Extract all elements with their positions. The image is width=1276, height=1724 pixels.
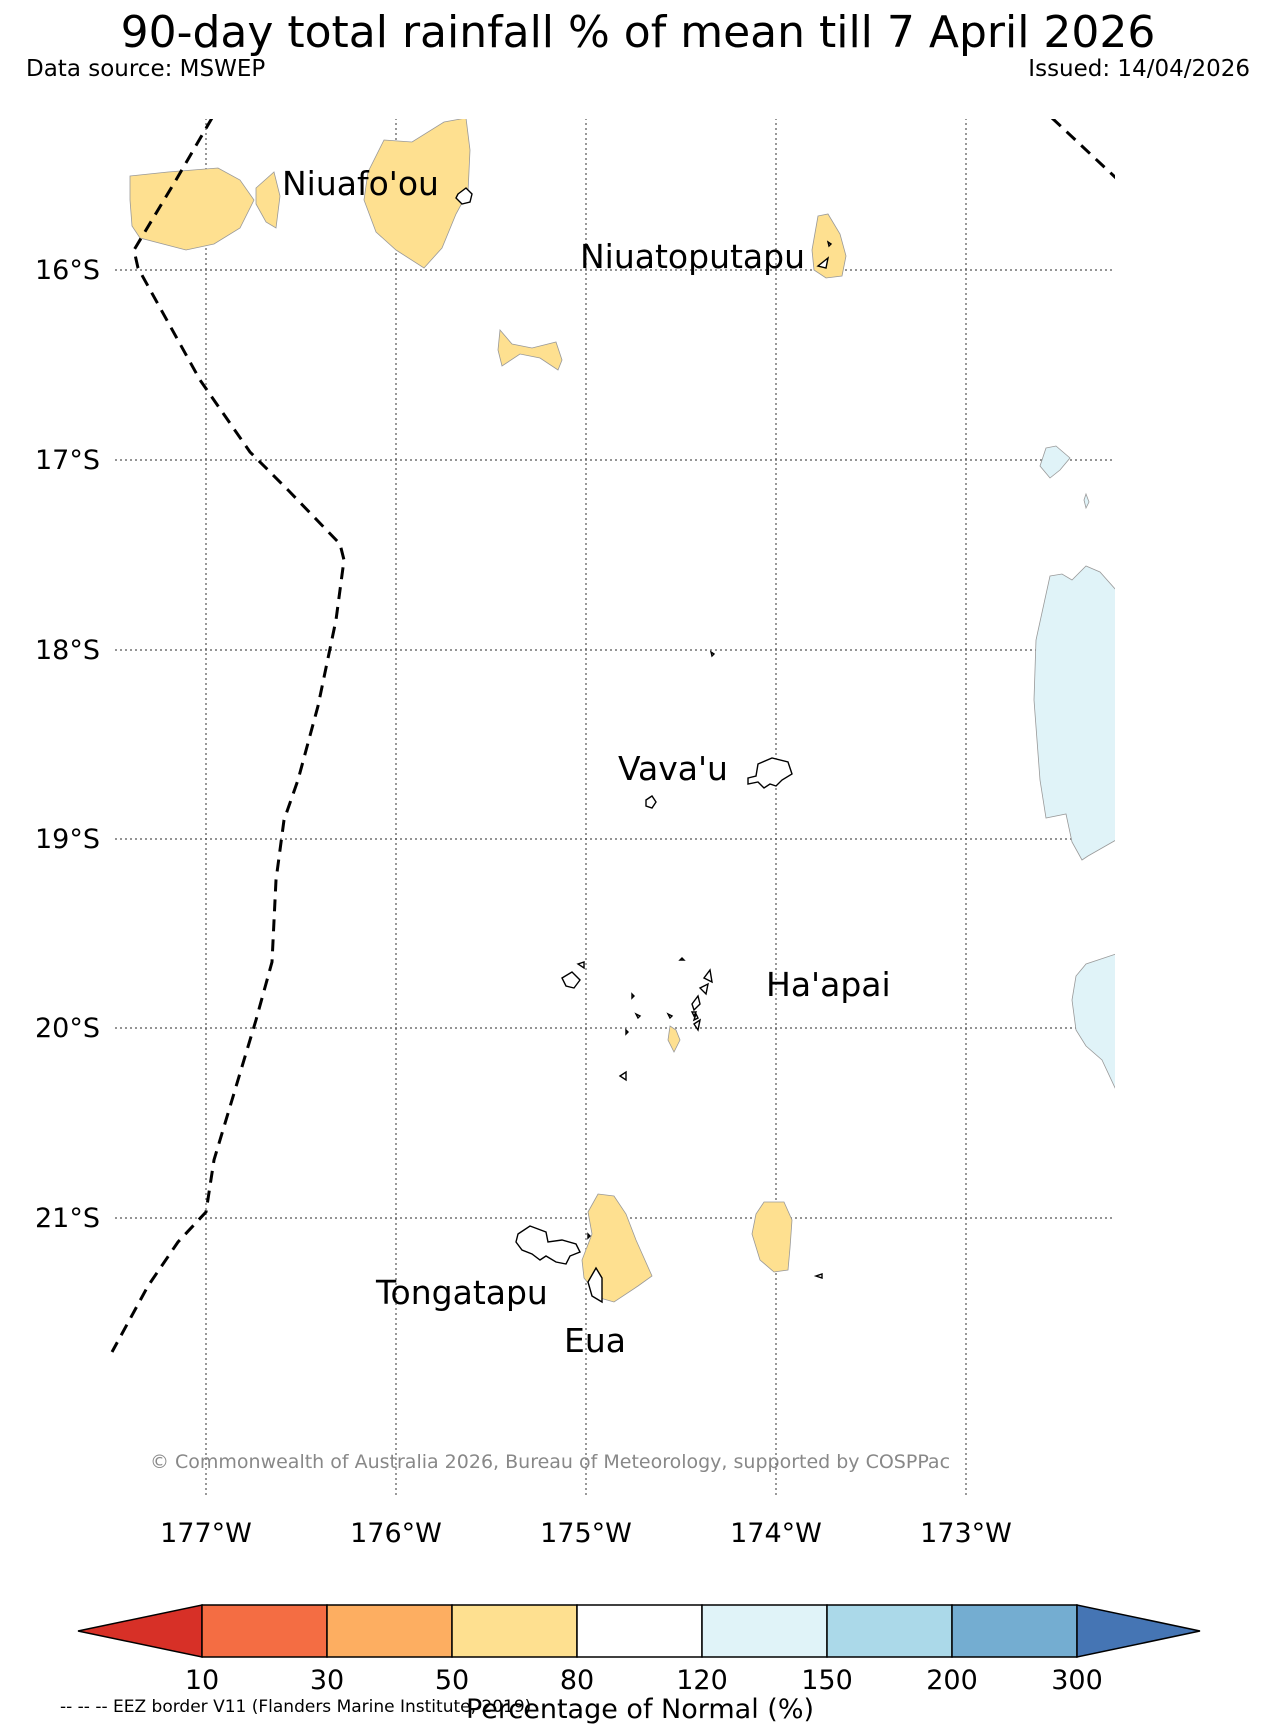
eez-note: -- -- -- EEZ border V11 (Flanders Marine… <box>60 1697 531 1717</box>
island-haapai-6 <box>690 1011 698 1018</box>
island-haapai-14 <box>634 1012 642 1020</box>
island-minor-se <box>813 1273 823 1279</box>
copyright-notice: © Commonwealth of Australia 2026, Bureau… <box>150 1451 950 1473</box>
lon-tick-175w: 175°W <box>540 1518 632 1549</box>
rainfall-areas <box>129 118 1116 1303</box>
eez-border <box>110 116 1118 1353</box>
island-haapai-2 <box>576 961 585 970</box>
lon-tick-176w: 176°W <box>350 1518 442 1549</box>
colorbar: 10 30 50 80 120 150 200 300 Percentage o… <box>77 1604 1201 1724</box>
lat-tick-19s: 19°S <box>35 824 100 855</box>
island-haapai-8 <box>666 1012 674 1020</box>
island-haapai-1 <box>561 971 581 989</box>
map-frame <box>79 117 1117 1499</box>
colorbar-bin-80-120 <box>576 1604 703 1658</box>
label-niuatoputapu: Niuatoputapu <box>580 237 805 276</box>
colorbar-tick-120: 120 <box>676 1665 728 1696</box>
dry-area-mid-north <box>497 329 563 371</box>
issued-date: Issued: 14/04/2026 <box>1028 56 1250 82</box>
colorbar-label: Percentage of Normal (%) <box>466 1694 814 1724</box>
dry-area-haapai-small <box>667 1025 681 1053</box>
coastlines <box>455 187 833 1304</box>
wet-area-small-north <box>1039 445 1071 479</box>
colorbar-tick-10: 10 <box>185 1665 219 1696</box>
island-tongatapu-islet <box>587 1232 591 1240</box>
wet-area-east-large <box>1033 565 1116 861</box>
island-haapai-11 <box>631 992 635 1000</box>
label-tongatapu: Tongatapu <box>375 1273 548 1312</box>
eez-border-west <box>110 117 346 1353</box>
colorbar-tick-80: 80 <box>560 1665 594 1696</box>
island-haapai-4 <box>698 982 709 996</box>
dry-area-niuafoou-east <box>363 118 471 269</box>
island-niuafoou <box>455 187 473 205</box>
colorbar-bin-120-150 <box>701 1604 828 1658</box>
dry-area-niuafoou-small <box>255 171 281 229</box>
data-source: Data source: MSWEP <box>26 56 266 82</box>
map-title: 90-day total rainfall % of mean till 7 A… <box>120 7 1156 58</box>
island-eua <box>587 1266 603 1304</box>
lat-tick-17s: 17°S <box>35 445 100 476</box>
dry-area-niuafoou-west <box>129 167 255 251</box>
lat-tick-18s: 18°S <box>35 635 100 666</box>
islet-niuatoputapu <box>826 240 833 248</box>
island-tongatapu <box>515 1225 581 1265</box>
eez-border-east <box>1050 116 1118 180</box>
label-niuafoou: Niuafo'ou <box>282 164 439 203</box>
island-haapai-12 <box>625 1028 629 1036</box>
lon-tick-173w: 173°W <box>920 1518 1012 1549</box>
colorbar-tick-30: 30 <box>310 1665 344 1696</box>
colorbar-bin-200-300 <box>951 1604 1078 1658</box>
lat-tick-20s: 20°S <box>35 1013 100 1044</box>
colorbar-tick-300: 300 <box>1051 1665 1103 1696</box>
lat-tick-21s: 21°S <box>35 1203 100 1234</box>
islet-mid <box>709 650 716 658</box>
colorbar-bin-30-50 <box>326 1604 453 1658</box>
colorbar-tick-50: 50 <box>435 1665 469 1696</box>
island-vavau-west <box>645 795 657 809</box>
island-haapai-3 <box>702 968 713 984</box>
colorbar-bin-150-200 <box>826 1604 953 1658</box>
island-haapai-9 <box>693 1018 702 1032</box>
lon-tick-174w: 174°W <box>730 1518 822 1549</box>
lat-tick-16s: 16°S <box>35 255 100 286</box>
colorbar-tick-150: 150 <box>801 1665 853 1696</box>
wet-area-east-lower <box>1071 953 1116 1091</box>
island-haapai-13 <box>678 957 686 961</box>
colorbar-extend-low <box>77 1604 203 1658</box>
island-vavau-main <box>747 757 793 789</box>
wet-area-islet <box>1083 492 1090 510</box>
lon-tick-177w: 177°W <box>160 1518 252 1549</box>
colorbar-extend-high <box>1076 1604 1201 1658</box>
colorbar-bin-10-30 <box>201 1604 328 1658</box>
island-haapai-10 <box>618 1070 627 1082</box>
dry-area-south-east <box>751 1201 793 1273</box>
colorbar-bin-50-80 <box>451 1604 578 1658</box>
island-haapai-5 <box>691 994 701 1012</box>
label-vavau: Vava'u <box>618 749 728 788</box>
island-niuatoputapu <box>816 256 830 269</box>
island-haapai-7 <box>692 1012 699 1022</box>
label-haapai: Ha'apai <box>766 965 891 1004</box>
colorbar-tick-200: 200 <box>926 1665 978 1696</box>
label-eua: Eua <box>564 1321 626 1360</box>
